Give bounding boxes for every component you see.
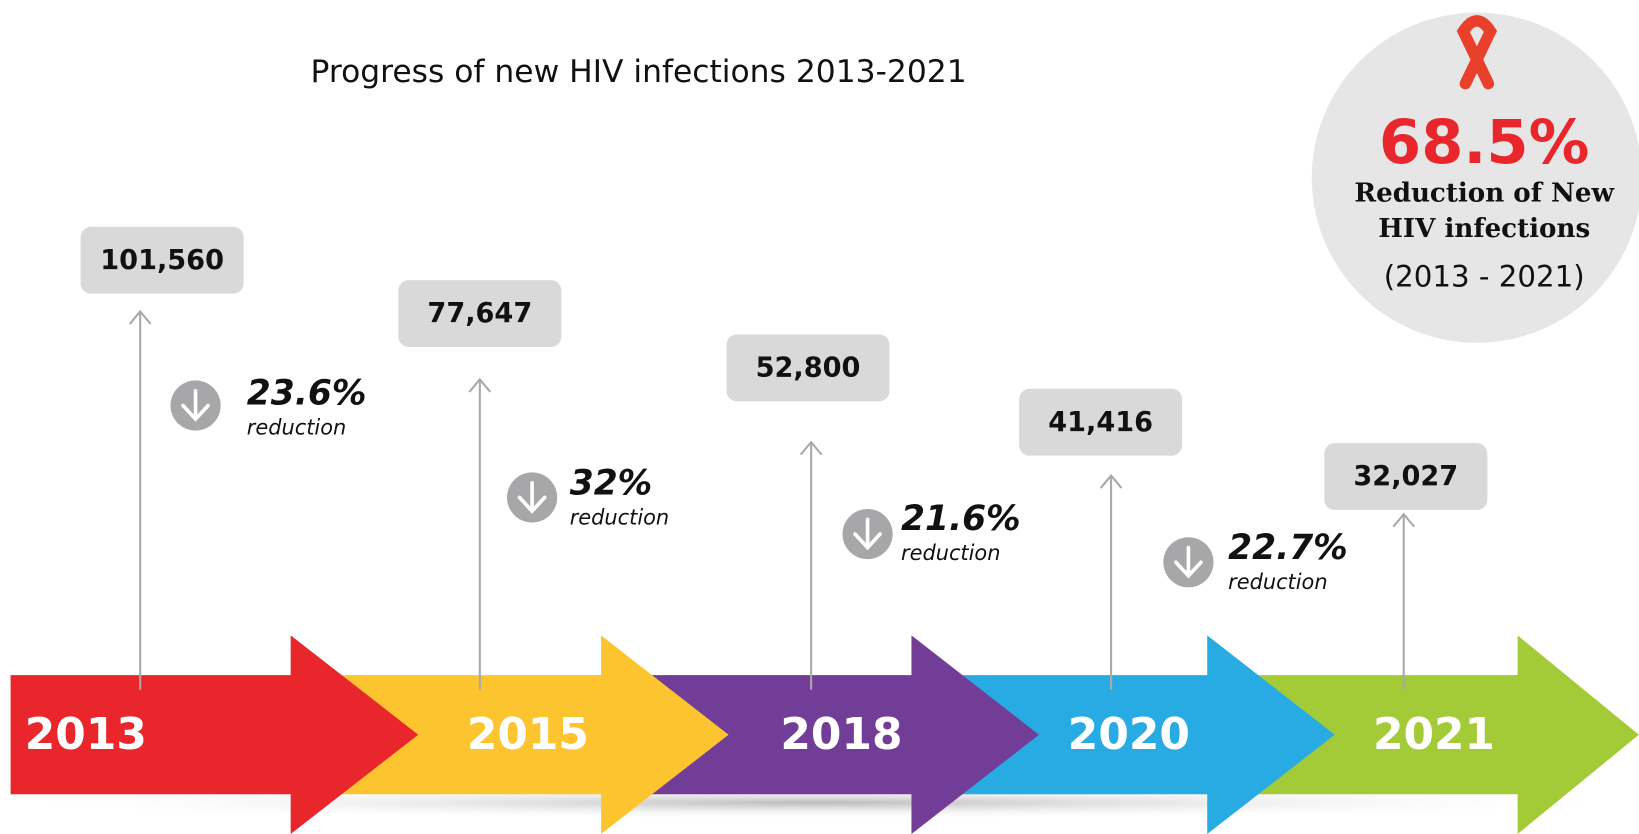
reduction-label: reduction <box>247 415 346 439</box>
badge-label: Reduction of New <box>1354 177 1614 208</box>
down-icon-arrow <box>517 481 547 514</box>
ribbon <box>1456 15 1498 90</box>
year-label: 2020 <box>1068 709 1190 760</box>
reduction-percent: 22.7% <box>1228 528 1348 568</box>
reduction-label: reduction <box>1228 570 1327 594</box>
count-label: 77,647 <box>427 298 532 329</box>
reduction-label: reduction <box>570 505 669 529</box>
year-label: 2013 <box>25 709 147 760</box>
count-box <box>1019 388 1183 456</box>
count-box <box>1324 443 1488 511</box>
count-box <box>80 226 244 294</box>
reduction-percent: 23.6% <box>247 374 367 414</box>
year-label: 2015 <box>467 709 589 760</box>
badge-range: (2013 - 2021) <box>1384 260 1585 294</box>
timeline-arrow <box>1254 635 1639 834</box>
milestones: 101,56077,64752,80041,41632,02723.6%redu… <box>80 226 1488 690</box>
reduction-label: reduction <box>901 541 1000 565</box>
count-box <box>398 280 562 347</box>
title: Progress of new HIV infections 2013-2021 <box>311 54 967 90</box>
year-label: 2018 <box>780 709 902 760</box>
reduction-percent: 21.6% <box>901 499 1021 539</box>
count-label: 52,800 <box>756 352 861 383</box>
count-label: 101,560 <box>100 245 224 276</box>
count-label: 41,416 <box>1048 407 1153 438</box>
badge-circle <box>1311 12 1639 343</box>
timeline: 2013 2015 2018 2020 2021 <box>10 635 1639 834</box>
pointer-head <box>1392 512 1415 528</box>
pointer-head <box>468 377 492 393</box>
down-icon-arrow <box>853 517 882 551</box>
count-label: 32,027 <box>1353 461 1458 492</box>
down-icon-arrow <box>181 389 210 422</box>
pointer-head <box>128 309 152 325</box>
pointer-head <box>1099 473 1123 489</box>
down-icon-arrow <box>1174 545 1203 579</box>
count-box <box>726 334 890 402</box>
year-label: 2021 <box>1373 709 1495 760</box>
badge-percent: 68.5% <box>1379 108 1589 178</box>
pointer-head <box>799 440 823 456</box>
timeline-arrow <box>956 635 1335 834</box>
timeline-arrow <box>648 635 1039 834</box>
timeline-arrow <box>313 635 729 834</box>
timeline-arrow <box>10 635 419 834</box>
reduction-percent: 32% <box>570 463 653 503</box>
badge-label: HIV infections <box>1378 213 1590 244</box>
